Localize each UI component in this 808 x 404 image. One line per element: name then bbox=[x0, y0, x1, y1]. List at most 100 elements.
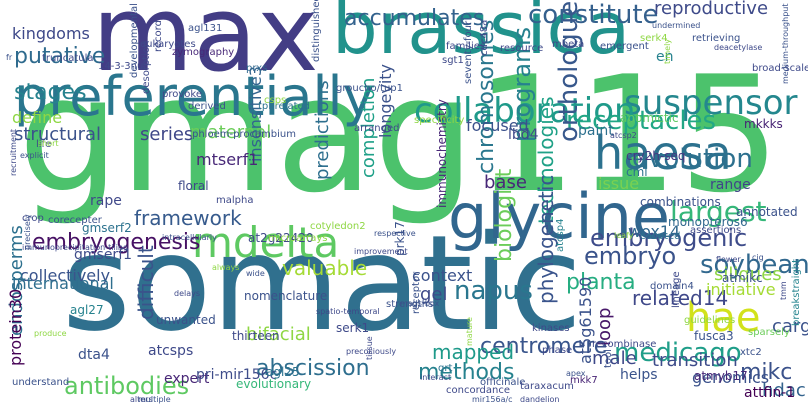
word: precisely bbox=[23, 214, 32, 250]
word: distinguished bbox=[311, 0, 322, 62]
word: csps bbox=[264, 95, 287, 106]
word: interact bbox=[420, 373, 452, 382]
word: soybean bbox=[700, 250, 808, 280]
word: truncatula bbox=[42, 53, 94, 64]
word: fusca3 bbox=[694, 329, 734, 343]
word: immunoprecipitation-tiling bbox=[22, 243, 129, 252]
word: collaboration bbox=[414, 91, 636, 131]
word: unwanted bbox=[156, 313, 216, 327]
word: phylogenetic bbox=[534, 174, 558, 304]
word: orthologue bbox=[554, 0, 584, 142]
word: intracellularly bbox=[162, 233, 217, 242]
word: medicago bbox=[614, 338, 742, 368]
word: collectively bbox=[20, 266, 111, 285]
word: reproductive bbox=[654, 0, 769, 19]
word: antibodies bbox=[64, 372, 190, 400]
word: male bbox=[592, 348, 637, 369]
word: gmag115 bbox=[18, 41, 781, 228]
word: constitute bbox=[528, 0, 659, 30]
word: phase bbox=[542, 345, 573, 356]
word: kingdoms bbox=[12, 24, 90, 43]
word: difficult bbox=[134, 245, 158, 320]
word: brassica bbox=[332, 0, 631, 70]
word: issue bbox=[598, 174, 640, 193]
word: framework bbox=[134, 206, 242, 230]
word: broad-scale bbox=[752, 63, 808, 74]
word: retrieving bbox=[692, 33, 741, 44]
word: deacetylase bbox=[714, 43, 763, 52]
word: alters bbox=[130, 395, 153, 404]
word: somatic bbox=[62, 207, 583, 361]
word: rape bbox=[90, 193, 122, 209]
word: sparsely bbox=[748, 327, 790, 338]
word: expert bbox=[164, 371, 210, 387]
word: gmserf2 bbox=[82, 221, 132, 235]
word: evolutionary bbox=[236, 377, 312, 391]
word: always bbox=[212, 263, 240, 272]
word: dta4 bbox=[78, 347, 110, 363]
word: provoke bbox=[162, 89, 202, 100]
word: base bbox=[484, 172, 527, 193]
word: protein30 bbox=[6, 288, 25, 366]
word: multiple bbox=[138, 395, 171, 404]
word: mapped bbox=[432, 340, 515, 364]
word: resource bbox=[500, 43, 544, 54]
word: genomics bbox=[692, 368, 770, 387]
word: define bbox=[12, 108, 63, 127]
word: agl27 bbox=[70, 303, 104, 317]
word: respective bbox=[374, 229, 416, 238]
word: sgt1 bbox=[442, 55, 464, 66]
word: microarrays bbox=[268, 233, 328, 244]
word: attfin-1 bbox=[744, 385, 796, 401]
word: recombinase bbox=[592, 339, 657, 350]
word: at2g22420 bbox=[248, 231, 314, 245]
word: monopteros6 bbox=[668, 215, 748, 229]
word: atmyb17 bbox=[694, 369, 748, 383]
word: desorption bbox=[141, 40, 152, 94]
word: carg bbox=[772, 316, 808, 337]
word: combinations bbox=[640, 195, 721, 209]
word: preferentially bbox=[14, 65, 375, 128]
word: thirteen bbox=[232, 329, 280, 343]
word: planta bbox=[566, 270, 636, 295]
word: range bbox=[710, 177, 751, 193]
word: coopted bbox=[640, 231, 681, 242]
word: tool bbox=[603, 349, 614, 368]
word: abscission bbox=[256, 356, 370, 381]
word: structural bbox=[14, 124, 102, 145]
word: embryogenic bbox=[590, 224, 748, 252]
word: understand bbox=[12, 377, 70, 388]
word: eukaryotes bbox=[140, 39, 196, 50]
word: mkk7 bbox=[570, 375, 598, 386]
word: kinases bbox=[532, 323, 570, 334]
word: wide bbox=[246, 269, 265, 278]
word: assertions bbox=[690, 225, 742, 236]
word: at5g61590 bbox=[576, 276, 595, 364]
word: valuable bbox=[282, 256, 368, 280]
word: precociously bbox=[346, 347, 397, 356]
word: prxs bbox=[246, 63, 268, 74]
word: embryogenesis bbox=[32, 230, 201, 255]
word: specificity bbox=[414, 115, 465, 126]
word: concordance bbox=[446, 385, 510, 396]
word: officinale bbox=[480, 377, 526, 388]
word: receptacles bbox=[566, 106, 717, 136]
word: agl25 bbox=[266, 365, 300, 379]
word: xtc2 bbox=[740, 347, 762, 358]
word: mature bbox=[465, 317, 474, 346]
word: cry2h-seq bbox=[626, 149, 686, 163]
word: leafy bbox=[614, 231, 634, 240]
word: medium-throughput bbox=[781, 3, 790, 84]
word: max bbox=[92, 0, 319, 95]
word: malpha bbox=[216, 195, 254, 206]
word: cotyledon2 bbox=[310, 221, 366, 232]
word: tmm bbox=[779, 281, 788, 300]
word: helps bbox=[620, 367, 658, 383]
word: insensitive3 bbox=[246, 66, 265, 162]
word: floral bbox=[178, 179, 209, 193]
word: developmental bbox=[129, 3, 140, 78]
word: crop bbox=[22, 213, 44, 224]
word: mkkks bbox=[744, 117, 783, 131]
word: series bbox=[140, 124, 194, 145]
